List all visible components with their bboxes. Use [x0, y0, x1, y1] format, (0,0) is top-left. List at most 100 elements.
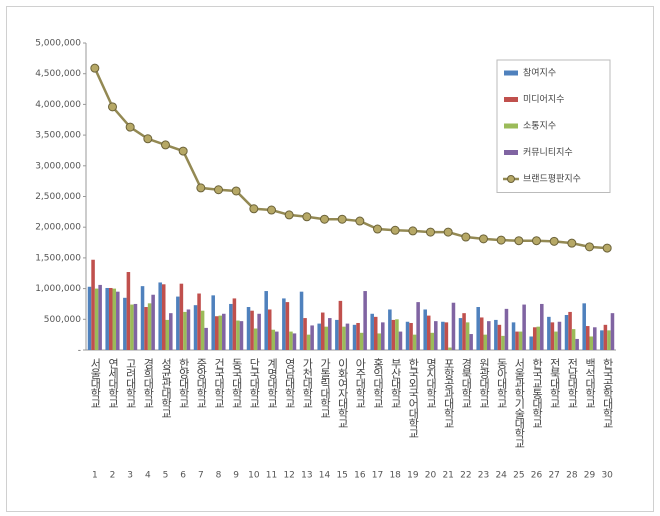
bar	[345, 323, 350, 350]
y-tick-label: 3,000,000	[35, 161, 81, 171]
bar	[267, 309, 272, 350]
x-tick-label: 가톨릭대학교	[319, 358, 332, 418]
bar	[130, 304, 134, 350]
bar	[504, 308, 509, 350]
bar	[448, 347, 452, 350]
line-marker	[496, 235, 506, 245]
x-tick-label: 백석대학교	[584, 358, 597, 408]
bar	[532, 327, 537, 350]
bar	[603, 324, 608, 350]
bar	[405, 321, 410, 350]
bar	[373, 316, 378, 350]
line-marker	[302, 212, 312, 222]
bar	[317, 323, 321, 350]
bar	[483, 334, 488, 350]
line-marker	[178, 146, 188, 156]
line-marker	[337, 214, 347, 224]
line-marker	[143, 134, 153, 144]
bar	[165, 319, 170, 350]
bar	[246, 307, 251, 350]
rank-label: 20	[425, 471, 437, 481]
rank-label: 13	[301, 471, 312, 481]
line-marker	[320, 214, 329, 224]
bar	[289, 331, 293, 350]
y-tick-label: 1,500,000	[35, 253, 81, 263]
bar	[582, 303, 586, 350]
y-tick-label: 1,000,000	[35, 284, 81, 294]
line-marker	[461, 232, 471, 242]
bar	[282, 298, 286, 350]
bar	[554, 331, 558, 350]
bar	[204, 327, 208, 350]
line-marker	[443, 227, 453, 237]
bar	[275, 331, 279, 350]
bar	[557, 321, 562, 350]
rank-label: 1	[92, 471, 98, 481]
y-tick-label: 2,500,000	[35, 192, 81, 202]
bar	[363, 291, 367, 350]
rank-label: 6	[180, 471, 186, 481]
bar	[540, 303, 544, 350]
line-marker	[585, 242, 594, 252]
rank-label: 4	[145, 471, 151, 481]
rank-label: 16	[354, 471, 366, 481]
rank-label: 27	[548, 471, 559, 481]
bar	[409, 322, 413, 350]
bar	[522, 304, 526, 350]
line-marker	[284, 210, 294, 220]
line-marker	[373, 224, 382, 234]
x-tick-label: 단국대학교	[248, 358, 261, 408]
x-tick-label: 서울과학기술대학교	[513, 358, 526, 448]
x-tick-label: 포항공과대학교	[442, 358, 455, 428]
bar	[547, 316, 551, 350]
bar	[568, 311, 572, 350]
bar	[324, 326, 329, 350]
y-tick-label: 5,000,000	[35, 39, 81, 49]
bar	[176, 296, 180, 350]
line-marker	[214, 185, 223, 195]
bar	[497, 324, 502, 350]
x-tick-label: 경희대학교	[142, 358, 155, 408]
x-tick-label: 가천대학교	[301, 358, 314, 408]
bar	[444, 322, 449, 350]
x-tick-label: 홍익대학교	[372, 357, 385, 408]
line-marker	[125, 122, 135, 132]
bar	[515, 331, 519, 350]
bar	[264, 291, 268, 350]
bar	[487, 321, 491, 350]
chart-frame	[6, 6, 654, 512]
x-tick-label: 계명대학교	[266, 358, 279, 408]
x-tick-label: 이화여자대학교	[336, 358, 349, 428]
bar	[147, 303, 152, 350]
bar	[335, 319, 339, 350]
rank-label: 29	[584, 471, 596, 481]
bar	[253, 328, 258, 350]
y-tick-label: 500,000	[44, 315, 81, 325]
bar	[151, 294, 155, 350]
bar	[200, 310, 205, 350]
rank-label: 12	[283, 471, 294, 481]
bar	[183, 311, 187, 350]
line-marker	[602, 243, 612, 253]
bar	[108, 287, 113, 350]
bar	[416, 302, 420, 350]
x-tick-label: 한양대학교	[177, 358, 190, 408]
bar	[303, 318, 307, 350]
bar	[94, 288, 99, 350]
bar	[352, 324, 357, 350]
bar	[381, 322, 385, 350]
x-tick-label: 서울대학교	[89, 358, 102, 408]
bar	[87, 286, 92, 350]
legend-label: 미디어지수	[523, 94, 564, 105]
legend-swatch	[504, 123, 518, 129]
rank-label: 17	[372, 471, 383, 481]
rank-label: 5	[163, 471, 169, 481]
bar	[123, 297, 127, 350]
rank-label: 23	[478, 471, 489, 481]
bar	[476, 307, 480, 350]
bar	[299, 291, 304, 350]
bar	[388, 309, 392, 350]
x-tick-label: 아주대학교	[354, 358, 367, 408]
x-tick-label: 동아대학교	[495, 358, 508, 408]
bar	[359, 332, 364, 350]
